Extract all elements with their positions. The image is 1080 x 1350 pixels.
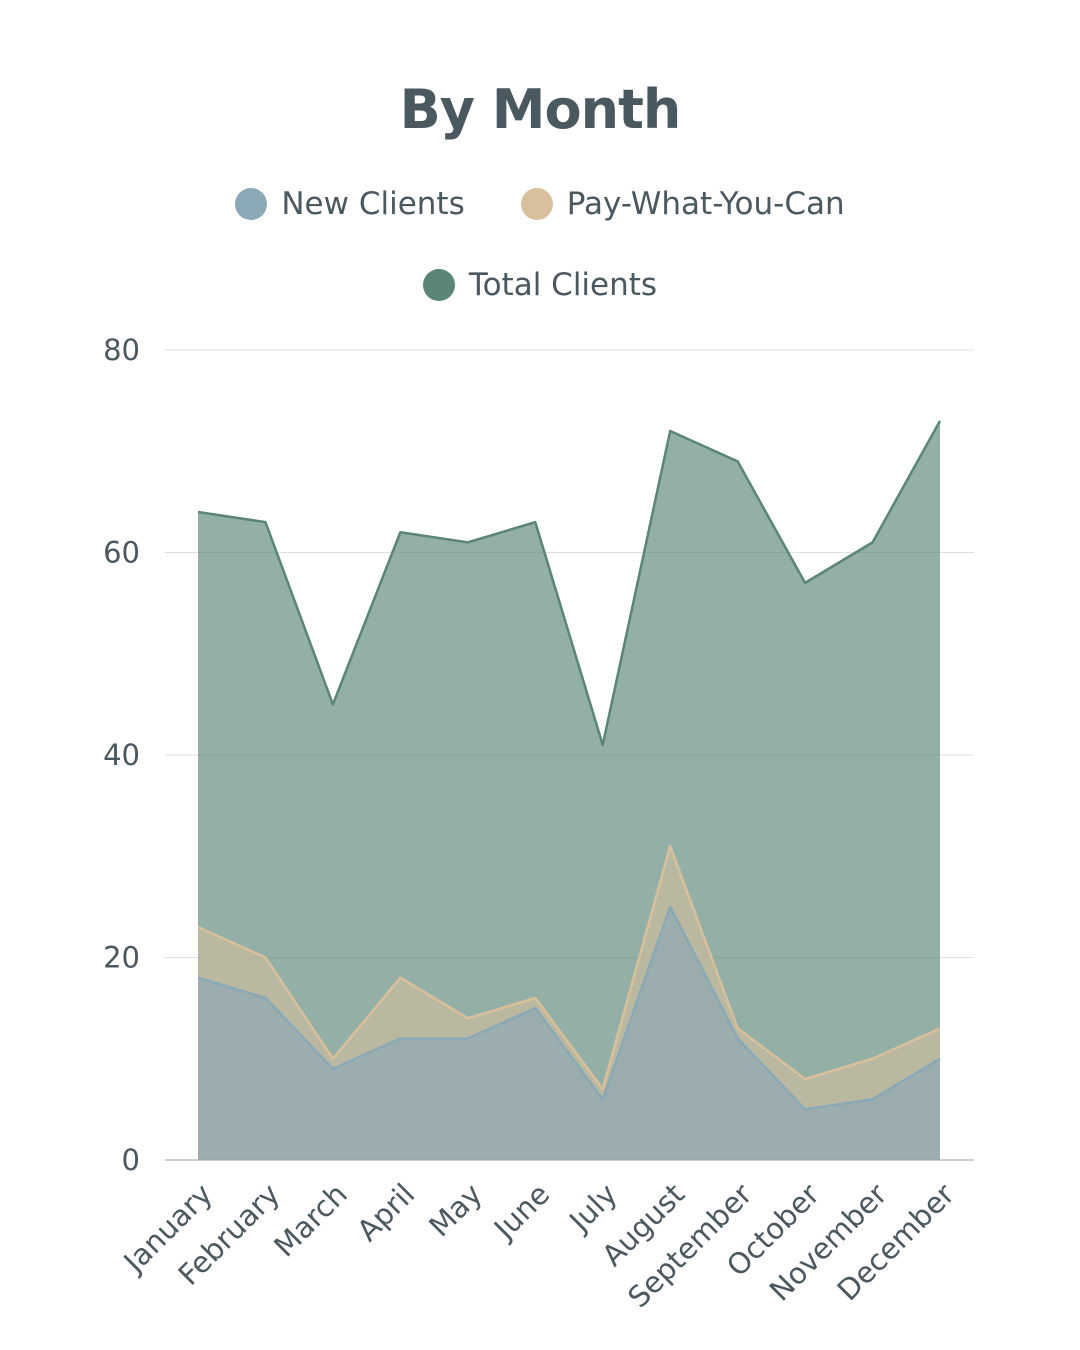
area-new-clients [198, 906, 940, 1160]
line-pay-what-you-can [197, 844, 941, 1091]
legend-swatch-total-clients [422, 269, 455, 301]
line-new-clients [197, 905, 941, 1111]
x-tick-label-may: May [422, 1177, 488, 1243]
chart-title: By Month [399, 78, 682, 141]
line-total-clients [197, 420, 942, 747]
x-tick-label-march: March [267, 1177, 354, 1264]
legend-item-new-clients[interactable]: New Clients [235, 186, 465, 222]
legend-swatch-new-clients [235, 188, 268, 220]
legend-label-pay-what-you-can: Pay-What-You-Can [566, 186, 845, 222]
y-tick-label-0: 0 [122, 1143, 140, 1177]
y-tick-label-80: 80 [103, 333, 140, 367]
area-total-clients [198, 420, 940, 1160]
y-tick-label-40: 40 [103, 738, 140, 772]
y-tick-label-60: 60 [103, 536, 140, 570]
legend-label-new-clients: New Clients [281, 186, 465, 222]
legend-row-1: New Clients Pay-What-You-Can [0, 186, 1080, 222]
x-tick-label-april: April [350, 1177, 421, 1248]
legend-item-total-clients[interactable]: Total Clients [422, 267, 658, 303]
x-tick-label-june: June [486, 1177, 556, 1247]
y-tick-label-20: 20 [103, 941, 140, 975]
legend-row-2: Total Clients [0, 267, 1080, 303]
legend-item-pay-what-you-can[interactable]: Pay-What-You-Can [520, 186, 845, 222]
legend-label-total-clients: Total Clients [468, 267, 658, 303]
legend-swatch-pay-what-you-can [520, 188, 553, 220]
